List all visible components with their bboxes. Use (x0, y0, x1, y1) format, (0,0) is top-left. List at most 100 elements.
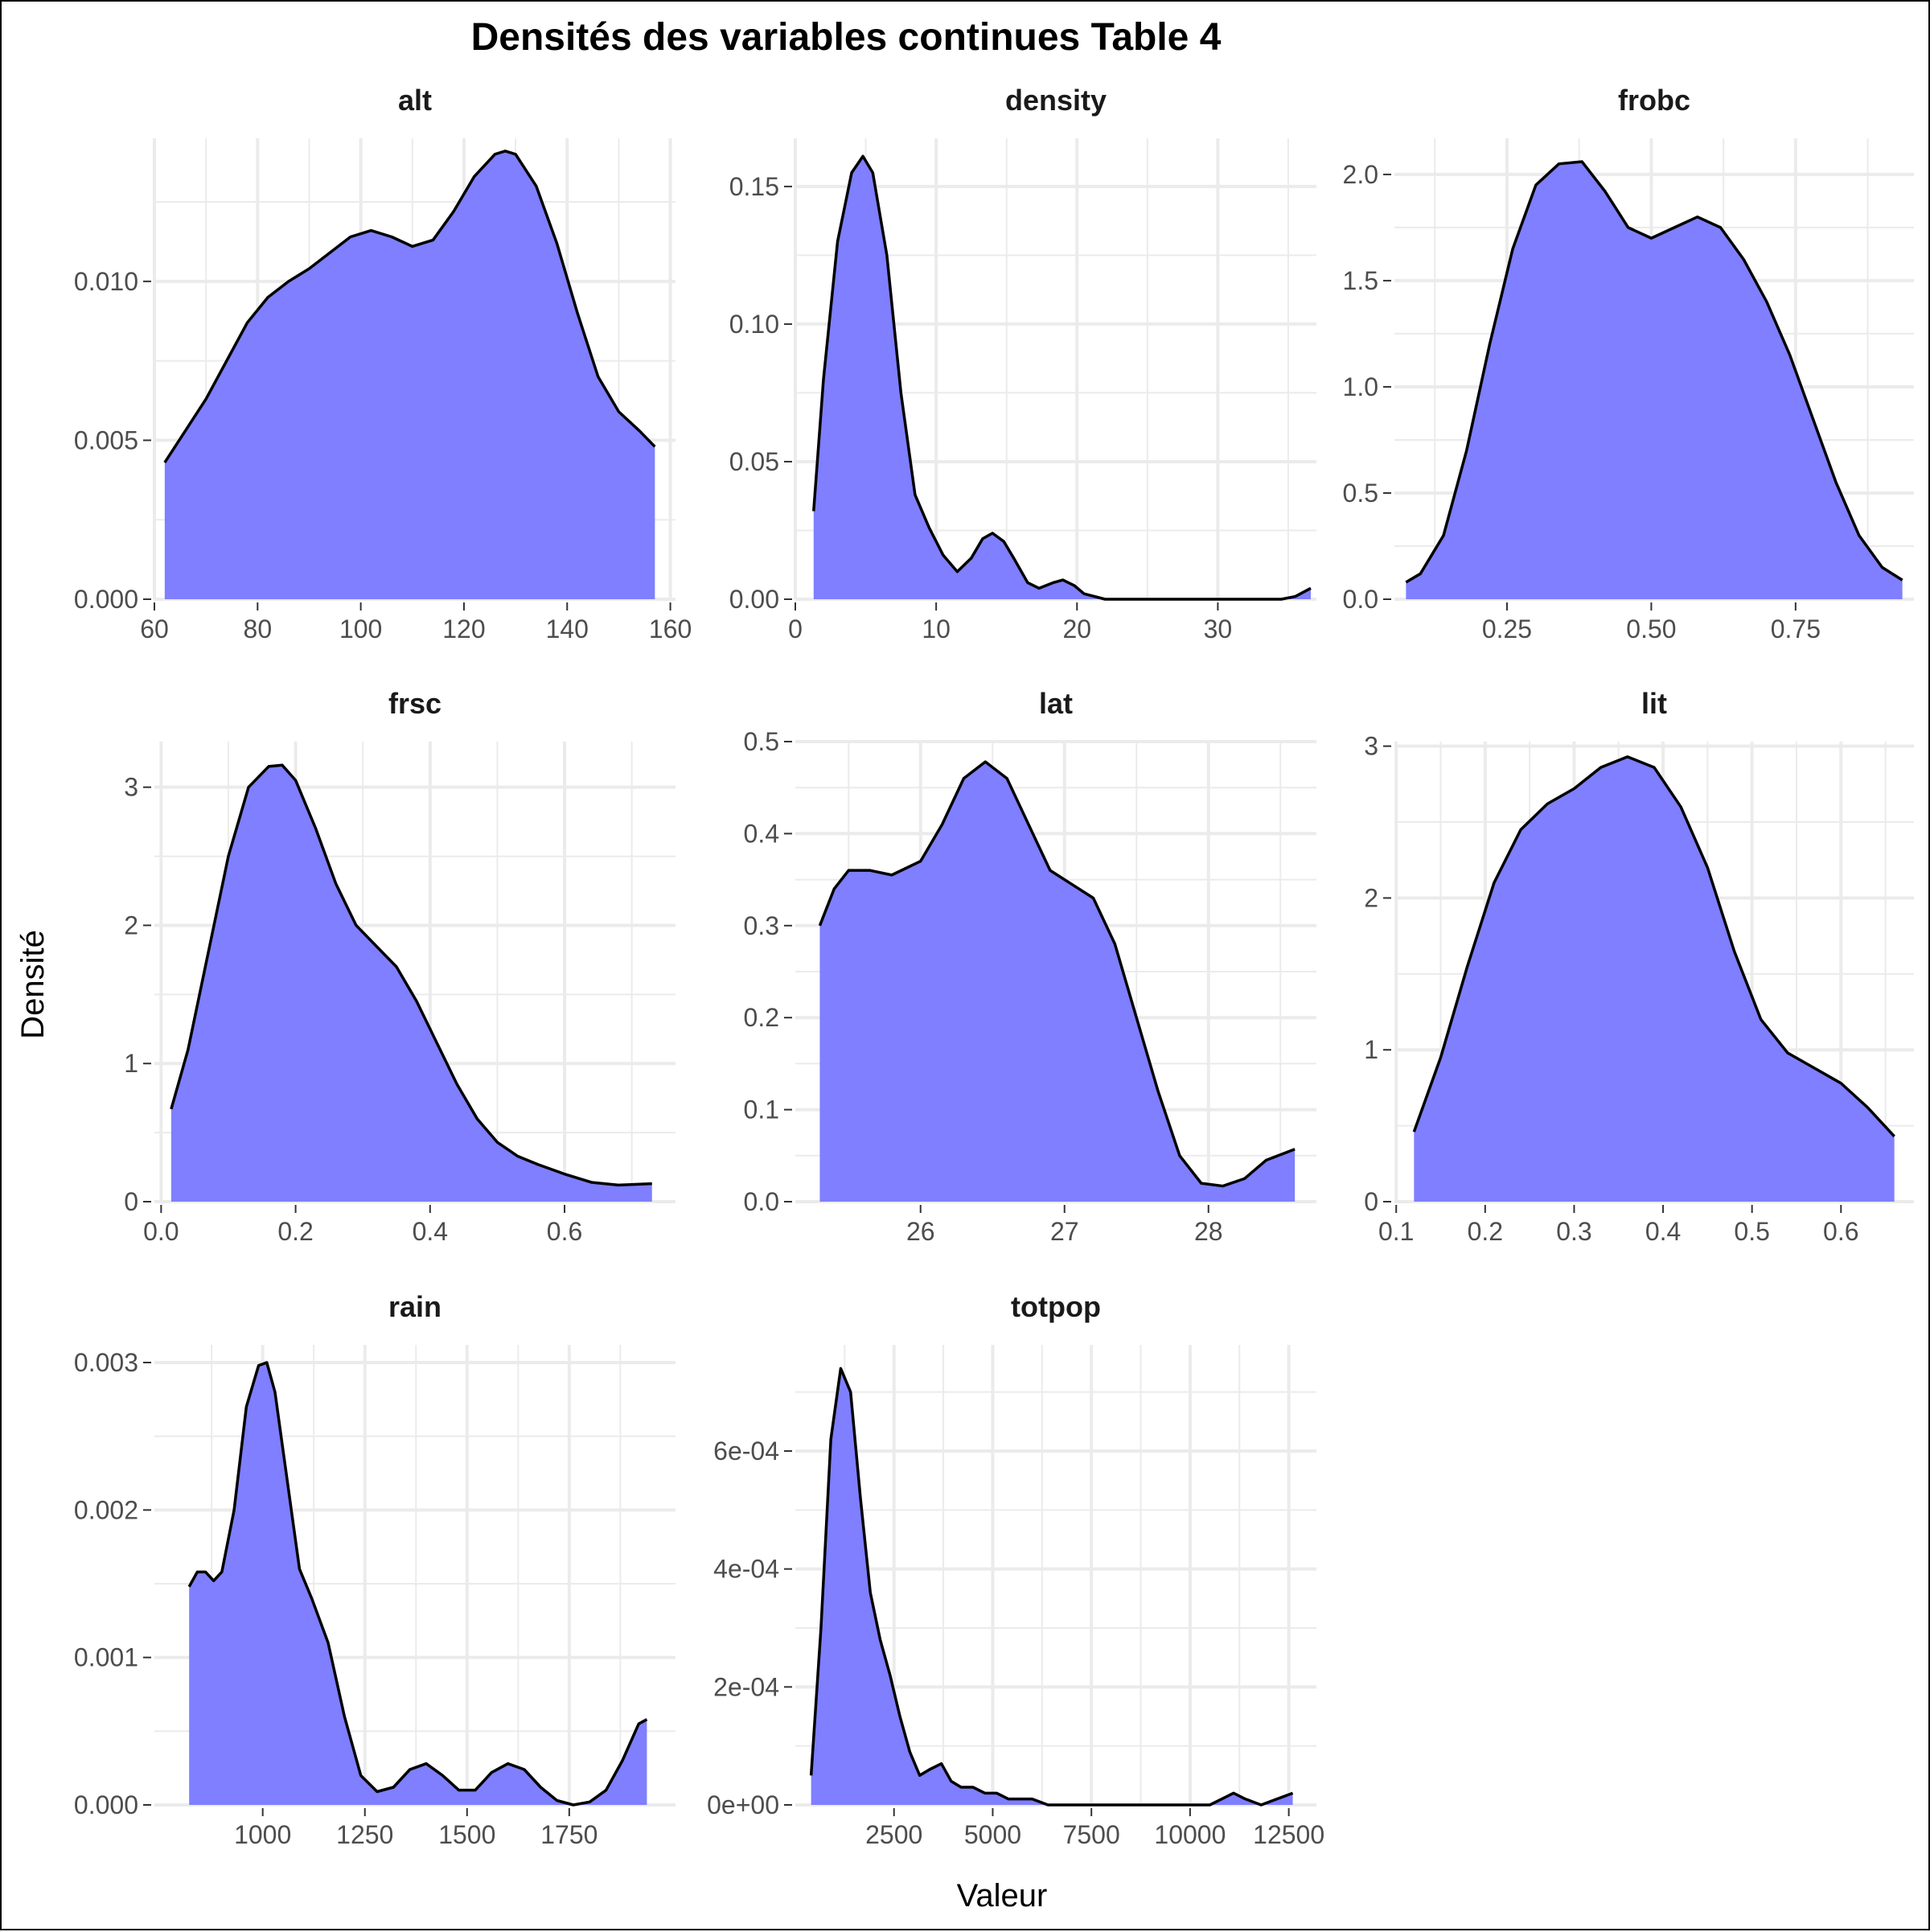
x-tick-label: 0.6 (547, 1217, 582, 1246)
panel-alt: alt 60 80 100 120 140 160 0.000 0.005 0.010 (74, 84, 692, 643)
x-axis-title: Valeur (957, 1878, 1048, 1914)
x-tick-label: 20 (1062, 615, 1091, 643)
y-tick-label: 0.001 (74, 1643, 138, 1672)
x-tick-label: 26 (906, 1217, 935, 1246)
x-tick-label: 0.0 (143, 1217, 179, 1246)
x-tick-label: 27 (1050, 1217, 1079, 1246)
panel-title: density (1005, 84, 1107, 117)
y-tick-label: 0.0 (1343, 585, 1378, 614)
y-tick-label: 3 (124, 773, 138, 802)
x-tick-label: 2500 (865, 1820, 922, 1849)
x-tick-label: 1000 (234, 1820, 291, 1849)
x-tick-label: 0.25 (1482, 615, 1532, 643)
panel-title: lit (1641, 687, 1667, 720)
density-curve-frsc (170, 763, 652, 1187)
x-tick-label: 100 (339, 615, 382, 643)
x-tick-label: 28 (1194, 1217, 1223, 1246)
y-tick-label: 0e+00 (707, 1790, 779, 1819)
y-tick-label: 0.002 (74, 1495, 138, 1524)
panel-title: rain (388, 1290, 441, 1323)
x-tick-label: 0.50 (1626, 615, 1676, 643)
y-tick-label: 2 (124, 911, 138, 939)
panel-title: frobc (1618, 84, 1690, 117)
y-tick-label: 2 (1364, 883, 1378, 912)
panel-title: lat (1039, 687, 1073, 720)
density-curve-lit (1412, 755, 1895, 1138)
y-tick-label: 1 (124, 1049, 138, 1078)
y-axis-title: Densité (15, 930, 51, 1039)
x-tick-label: 1750 (540, 1820, 597, 1849)
x-tick-label: 0.75 (1771, 615, 1821, 643)
y-tick-label: 0.0 (744, 1187, 779, 1216)
y-tick-label: 0.003 (74, 1348, 138, 1377)
y-tick-label: 0 (124, 1187, 138, 1216)
y-tick-label: 0.010 (74, 267, 138, 296)
density-area-rain (189, 1363, 647, 1805)
panel-lit: lit 0.1 0.2 0.3 0.4 0.5 0.6 0 1 2 3 (1364, 687, 1914, 1246)
x-tick-label: 0.6 (1823, 1217, 1858, 1246)
x-tick-label: 60 (140, 615, 169, 643)
panel-density: density 0 10 20 30 0.00 0.05 0.10 0.15 (729, 84, 1316, 643)
x-tick-label: 0.2 (1468, 1217, 1503, 1246)
y-tick-label: 1.5 (1343, 266, 1378, 295)
density-area-alt (164, 150, 655, 599)
density-area-density (813, 156, 1311, 600)
x-tick-label: 5000 (964, 1820, 1021, 1849)
x-tick-label: 80 (244, 615, 273, 643)
density-area-frobc (1406, 162, 1903, 600)
panel-title: frsc (388, 687, 441, 720)
density-area-lit (1414, 756, 1895, 1202)
panel-frobc: frobc 0.25 0.50 0.75 0.0 0.5 1.0 1.5 2.0 (1343, 84, 1914, 643)
panel-title: totpop (1011, 1290, 1101, 1323)
density-curve-alt (163, 150, 656, 464)
x-tick-label: 120 (442, 615, 485, 643)
x-tick-label: 0.1 (1378, 1217, 1414, 1246)
panel-totpop: totpop 2500 5000 7500 10000 12500 0e+00 2e-04 4e… (707, 1290, 1324, 1849)
panel-frsc: frsc 0.0 0.2 0.4 0.6 0 1 2 3 (124, 687, 676, 1246)
panel-lat: lat 26 27 28 0.0 0.1 0.2 0.3 0.4 0.5 (744, 687, 1316, 1246)
y-tick-label: 0.15 (729, 172, 779, 201)
x-tick-label: 0.2 (277, 1217, 313, 1246)
y-tick-label: 0 (1364, 1187, 1378, 1216)
x-tick-label: 30 (1204, 615, 1233, 643)
y-tick-label: 3 (1364, 732, 1378, 761)
panel-title: alt (398, 84, 432, 117)
x-tick-label: 0.4 (1645, 1217, 1681, 1246)
x-tick-label: 0 (788, 615, 803, 643)
x-tick-label: 10 (922, 615, 951, 643)
density-curve-density (812, 154, 1312, 601)
y-tick-label: 6e-04 (713, 1437, 779, 1465)
y-tick-label: 2.0 (1343, 160, 1378, 189)
y-tick-label: 0.10 (729, 310, 779, 339)
panel-rain: rain 1000 1250 1500 1750 0.000 0.001 0.002 0.003 (74, 1290, 676, 1849)
y-tick-label: 0.000 (74, 1790, 138, 1819)
x-tick-label: 10000 (1154, 1820, 1226, 1849)
x-tick-label: 1250 (336, 1820, 393, 1849)
density-curve-rain (187, 1361, 648, 1807)
density-curve-frobc (1405, 160, 1903, 584)
density-curve-totpop (809, 1367, 1294, 1807)
chart-title: Densités des variables continues Table 4 (471, 16, 1222, 59)
density-area-lat (819, 762, 1296, 1202)
y-tick-label: 0.00 (729, 585, 779, 614)
y-tick-label: 4e-04 (713, 1555, 779, 1584)
y-tick-label: 1.0 (1343, 372, 1378, 401)
y-tick-label: 0.5 (1343, 479, 1378, 508)
density-area-totpop (811, 1368, 1293, 1805)
x-tick-label: 7500 (1063, 1820, 1120, 1849)
y-tick-label: 0.005 (74, 425, 138, 454)
density-area-frsc (170, 765, 652, 1202)
x-tick-label: 140 (546, 615, 589, 643)
density-curve-lat (818, 760, 1296, 1188)
y-tick-label: 0.05 (729, 447, 779, 476)
y-tick-label: 0.4 (744, 819, 779, 848)
y-tick-label: 0.3 (744, 911, 779, 940)
y-tick-label: 0.1 (744, 1095, 779, 1124)
x-tick-label: 160 (649, 615, 692, 643)
x-tick-label: 12500 (1253, 1820, 1324, 1849)
y-tick-label: 0.2 (744, 1003, 779, 1032)
y-tick-label: 0.5 (744, 727, 779, 756)
